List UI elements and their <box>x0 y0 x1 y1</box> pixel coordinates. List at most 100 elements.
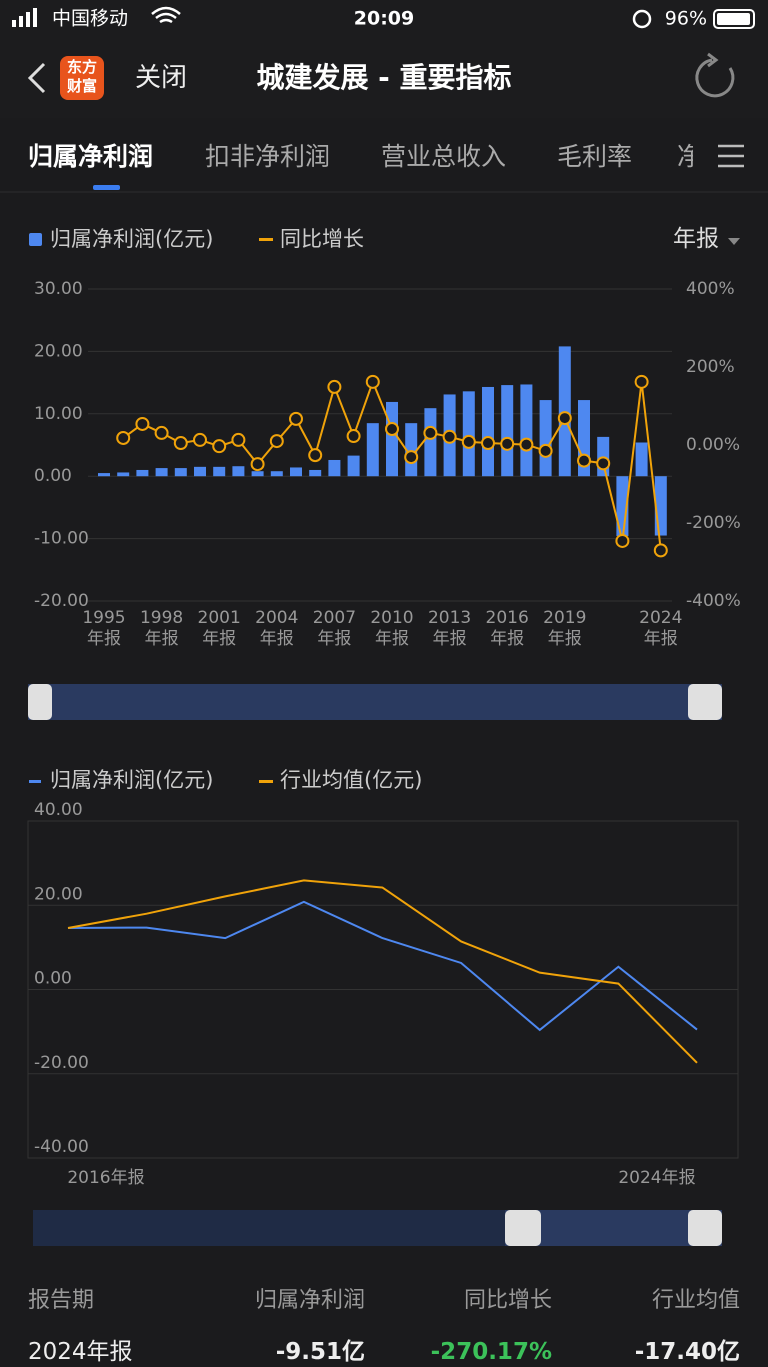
line-point <box>634 374 649 389</box>
x-tick-label: 2019 年报 <box>543 608 587 650</box>
close-button[interactable]: 关闭 <box>135 63 188 93</box>
menu-button[interactable] <box>718 144 744 168</box>
x-tick-label: 2013 年报 <box>427 608 472 650</box>
slider-handle[interactable] <box>505 1210 541 1246</box>
y-tick-label: 20.00 <box>34 341 83 361</box>
tab[interactable]: 营业总收入 <box>381 142 507 171</box>
x-tick-label: 2016 年报 <box>485 608 529 650</box>
battery-fill <box>717 13 750 25</box>
battery-icon <box>713 9 755 29</box>
line-point <box>404 450 419 465</box>
y2-tick-label: 400% <box>686 279 735 299</box>
line-point <box>154 425 169 440</box>
bar <box>539 400 552 477</box>
line-point <box>250 457 265 472</box>
line-point <box>596 456 611 471</box>
y-tick-label: -20.00 <box>34 591 89 611</box>
line-point <box>615 533 630 548</box>
line-point <box>289 411 303 426</box>
period-selector[interactable]: 年报 <box>673 226 719 252</box>
line-point <box>557 411 572 426</box>
tab[interactable]: 扣非净利润 <box>205 142 331 171</box>
line-point <box>538 443 553 458</box>
line-point <box>231 432 246 447</box>
bar <box>251 471 264 477</box>
tab-indicator <box>93 185 120 190</box>
bar <box>386 401 398 477</box>
line-point <box>481 436 495 451</box>
line-point <box>327 379 342 394</box>
slider-handle[interactable] <box>28 684 52 720</box>
table-cell: -17.40亿 <box>634 1339 740 1365</box>
table-header: 归属净利润 <box>254 1288 365 1313</box>
x-tick-label: 2016年报 <box>67 1168 144 1188</box>
line-series <box>67 900 698 1032</box>
line-point <box>385 422 399 437</box>
signal-icon <box>12 8 37 27</box>
table-cell: -270.17% <box>430 1339 552 1365</box>
line-point <box>173 436 188 451</box>
legend-label: 行业均值(亿元) <box>280 768 423 792</box>
refresh-button[interactable] <box>695 58 735 98</box>
line-point <box>461 434 476 449</box>
back-button[interactable] <box>27 62 46 94</box>
tab[interactable]: 净 <box>677 142 693 171</box>
tab[interactable]: 毛利率 <box>557 142 633 171</box>
line-point <box>519 437 534 452</box>
slider-handle[interactable] <box>688 684 722 720</box>
bar <box>270 471 283 477</box>
x-tick-label: 2024 年报 <box>639 608 683 650</box>
bar <box>309 469 322 477</box>
x-tick-label: 1995 年报 <box>82 608 126 650</box>
legend-swatch <box>29 780 41 783</box>
range-slider[interactable] <box>28 684 722 720</box>
y2-tick-label: -400% <box>686 591 741 611</box>
x-tick-label: 2004 年报 <box>255 608 299 650</box>
line-point <box>346 429 361 444</box>
legend-swatch <box>29 233 42 246</box>
line-point <box>442 429 457 444</box>
y-tick-label: -40.00 <box>34 1137 89 1157</box>
bar <box>366 423 379 477</box>
dropdown-arrow <box>728 238 740 245</box>
refresh-arrow <box>707 52 719 68</box>
legend-label: 归属净利润(亿元) <box>50 227 214 251</box>
slider-selection <box>505 1210 722 1246</box>
bar <box>482 386 494 477</box>
bar <box>136 469 149 477</box>
y-tick-label: 40.00 <box>34 800 83 820</box>
table-header: 同比增长 <box>463 1288 552 1313</box>
table-header: 报告期 <box>28 1288 95 1313</box>
tab[interactable]: 归属净利润 <box>28 142 154 171</box>
line-series <box>67 879 698 1064</box>
alarm-icon <box>632 9 652 29</box>
line-point <box>193 432 207 447</box>
carrier: 中国移动 <box>52 8 128 30</box>
bar <box>501 385 514 477</box>
y-tick-label: 0.00 <box>34 466 72 486</box>
slider-handle[interactable] <box>688 1210 722 1246</box>
bar <box>635 442 648 477</box>
x-tick-label: 2001 年报 <box>197 608 241 650</box>
battery-level: 96% <box>665 8 707 30</box>
line-point <box>423 425 438 440</box>
line-point <box>500 436 515 451</box>
y2-tick-label: -200% <box>686 513 741 533</box>
logo-text: 东方 财富 <box>66 58 97 95</box>
y-tick-label: 0.00 <box>34 969 72 989</box>
y-tick-label: -20.00 <box>34 1053 89 1073</box>
bar <box>328 459 341 477</box>
clock: 20:09 <box>354 8 414 30</box>
line-point <box>212 439 227 454</box>
x-tick-label: 2010 年报 <box>370 608 414 650</box>
y-tick-label: 20.00 <box>34 884 83 904</box>
table-cell: -9.51亿 <box>275 1339 365 1365</box>
legend-swatch <box>259 238 273 241</box>
app-logo[interactable] <box>60 56 104 100</box>
line-point <box>365 374 380 389</box>
bar <box>117 472 130 477</box>
bar <box>347 455 360 477</box>
line-point <box>653 543 668 558</box>
